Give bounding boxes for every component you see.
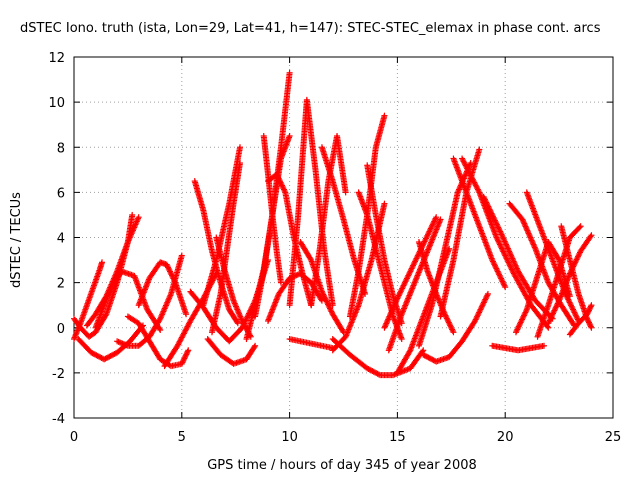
data-point bbox=[169, 272, 176, 279]
data-series bbox=[83, 215, 142, 329]
data-point bbox=[247, 333, 254, 340]
data-point bbox=[171, 278, 178, 285]
data-point bbox=[183, 351, 190, 358]
data-point bbox=[166, 267, 173, 274]
data-point bbox=[182, 352, 189, 359]
data-point bbox=[99, 259, 106, 266]
y-tick-label: 12 bbox=[48, 51, 65, 66]
data-point bbox=[165, 265, 172, 272]
data-point bbox=[164, 262, 171, 269]
data-point bbox=[156, 325, 163, 332]
data-series bbox=[208, 161, 243, 336]
y-tick-label: -4 bbox=[52, 412, 65, 427]
data-point bbox=[178, 360, 185, 367]
x-axis-title: GPS time / hours of day 345 of year 2008 bbox=[207, 458, 477, 473]
data-point bbox=[183, 311, 190, 318]
chart-title: dSTEC Iono. truth (ista, Lon=29, Lat=41,… bbox=[20, 21, 601, 36]
data-series bbox=[329, 336, 426, 379]
data-point bbox=[135, 214, 142, 221]
data-series bbox=[200, 145, 243, 309]
data-series bbox=[191, 178, 241, 326]
data-point bbox=[180, 358, 187, 365]
y-tick-label: 0 bbox=[57, 322, 65, 337]
axis-ticks: 0 5 10 15 20 25 -4 -2 0 2 4 6 8 10 12 bbox=[48, 51, 621, 445]
y-tick-label: -2 bbox=[52, 367, 65, 382]
data-point bbox=[167, 269, 174, 276]
y-tick-label: 10 bbox=[48, 96, 65, 111]
data-point bbox=[178, 252, 185, 259]
data-point bbox=[234, 320, 241, 327]
data-series bbox=[489, 342, 546, 354]
data-point bbox=[234, 319, 241, 326]
data-point bbox=[157, 327, 164, 334]
x-tick-label: 25 bbox=[605, 430, 622, 445]
data-markers bbox=[71, 69, 595, 379]
data-point bbox=[237, 160, 244, 167]
y-tick-label: 6 bbox=[57, 186, 65, 201]
data-point bbox=[167, 268, 174, 275]
data-series bbox=[286, 336, 335, 351]
data-point bbox=[163, 261, 170, 268]
x-tick-label: 5 bbox=[178, 430, 186, 445]
data-point bbox=[185, 347, 192, 354]
y-tick-label: 2 bbox=[57, 277, 65, 292]
data-point bbox=[184, 348, 191, 355]
data-point bbox=[183, 350, 190, 357]
data-point bbox=[165, 264, 172, 271]
data-point bbox=[179, 359, 186, 366]
x-tick-label: 10 bbox=[281, 430, 298, 445]
data-point bbox=[182, 354, 189, 361]
data-point bbox=[181, 355, 188, 362]
x-tick-label: 20 bbox=[497, 430, 514, 445]
data-point bbox=[286, 132, 293, 139]
data-point bbox=[171, 276, 178, 283]
data-series bbox=[71, 260, 105, 343]
data-point bbox=[237, 144, 244, 151]
data-point bbox=[129, 211, 136, 218]
y-tick-label: 8 bbox=[57, 141, 65, 156]
data-series bbox=[286, 96, 336, 309]
data-point bbox=[541, 342, 548, 349]
data-point bbox=[170, 275, 177, 282]
x-tick-label: 0 bbox=[70, 430, 78, 445]
data-point bbox=[102, 312, 109, 319]
data-series bbox=[204, 336, 258, 367]
x-tick-label: 15 bbox=[389, 430, 406, 445]
data-series bbox=[114, 254, 185, 349]
data-point bbox=[168, 271, 175, 278]
y-tick-label: 4 bbox=[57, 232, 65, 247]
data-point bbox=[169, 274, 176, 281]
data-series bbox=[135, 259, 189, 316]
data-point bbox=[252, 342, 259, 349]
data-point bbox=[180, 356, 187, 363]
y-axis-title: dSTEC / TECUs bbox=[9, 192, 24, 288]
data-series bbox=[355, 189, 405, 341]
data-point bbox=[251, 344, 258, 351]
